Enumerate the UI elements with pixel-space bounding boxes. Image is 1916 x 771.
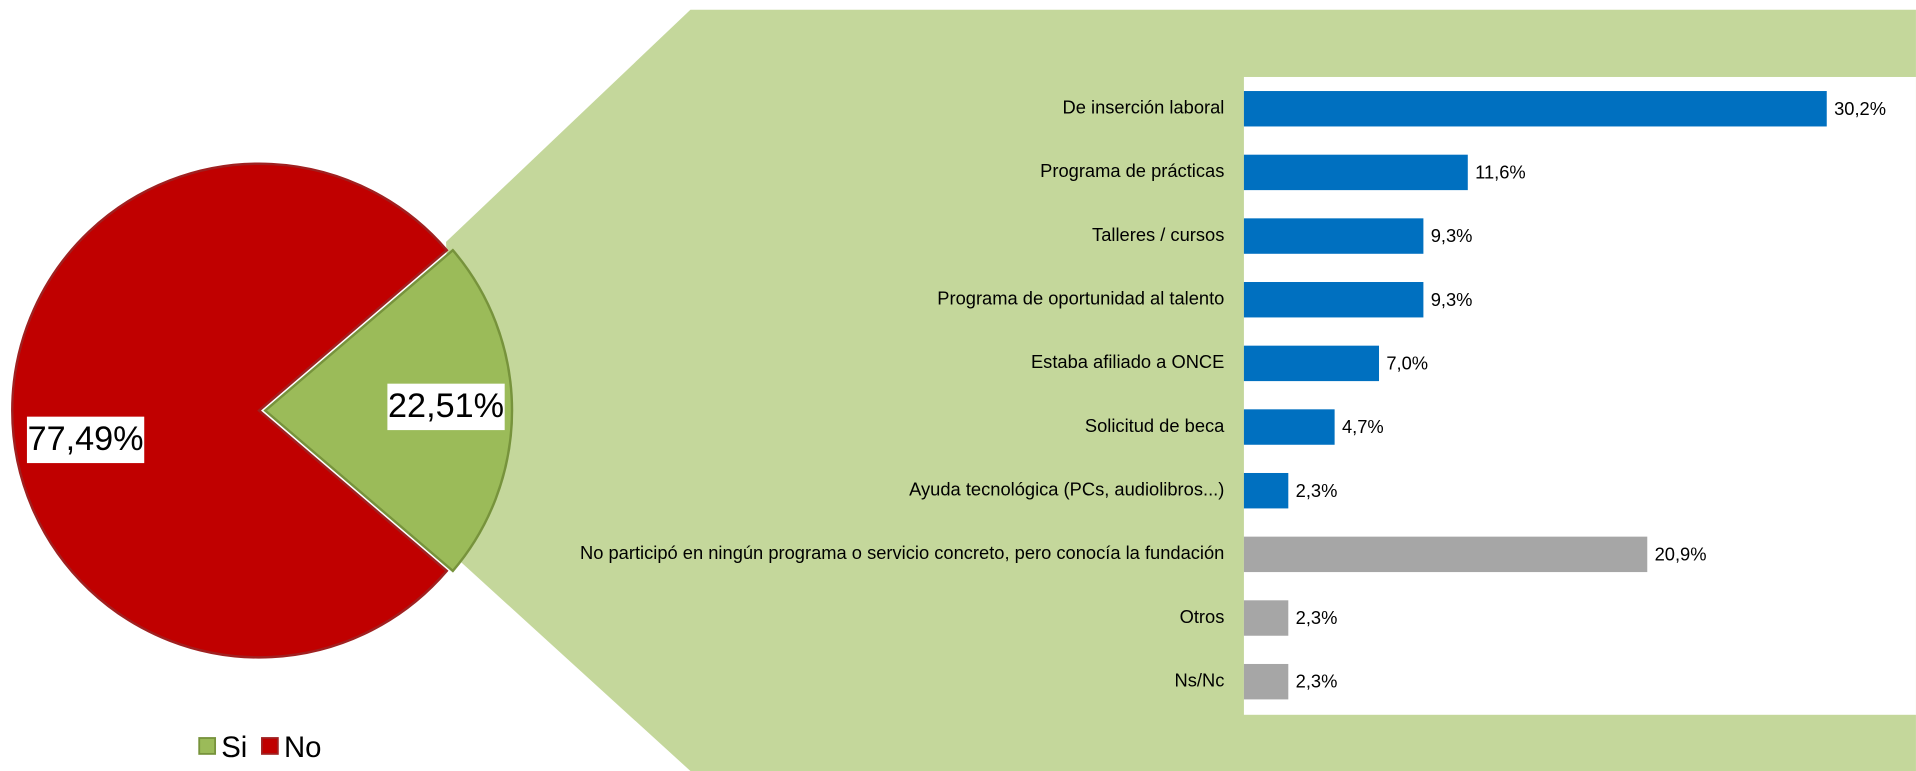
- bar: [1243, 91, 1827, 127]
- bar: [1243, 154, 1468, 191]
- category-label: Ns/Nc: [1175, 670, 1225, 691]
- data-label-box: [26, 416, 145, 464]
- category-label: Programa de oportunidad al talento: [937, 288, 1224, 309]
- bar: [1243, 282, 1424, 318]
- category-label: Programa de prácticas: [1040, 160, 1224, 181]
- data-label: 22,51%: [388, 387, 504, 425]
- data-label: 2,3%: [1296, 480, 1338, 501]
- category-label: Ayuda tecnológica (PCs, audiolibros...): [909, 479, 1224, 500]
- bar: [1243, 663, 1289, 700]
- data-label: 2,3%: [1296, 671, 1338, 692]
- data-label: 7,0%: [1386, 352, 1428, 373]
- legend-label: Si: [221, 731, 247, 764]
- bar: [1243, 218, 1424, 254]
- category-label: Estaba afiliado a ONCE: [1031, 351, 1224, 372]
- data-label: 11,6%: [1475, 161, 1526, 182]
- data-label: 77,49%: [28, 420, 144, 458]
- data-label: 30,2%: [1834, 98, 1886, 119]
- bar: [1243, 536, 1648, 573]
- category-label: De inserción laboral: [1063, 97, 1225, 118]
- pie-slice: [11, 162, 449, 659]
- bar: [1243, 345, 1380, 382]
- bar: [1243, 472, 1289, 509]
- data-label: 4,7%: [1342, 416, 1384, 437]
- data-label: 20,9%: [1655, 543, 1707, 564]
- category-label: Otros: [1180, 606, 1225, 627]
- data-label: 9,3%: [1431, 289, 1473, 310]
- data-label: 2,3%: [1296, 607, 1338, 628]
- category-label: Solicitud de beca: [1085, 415, 1225, 436]
- legend-label: No: [284, 731, 321, 764]
- bar: [1243, 409, 1335, 445]
- legend-swatch: [261, 737, 279, 755]
- category-label: No participó en ningún programa o servic…: [580, 542, 1224, 563]
- data-label-box: [387, 383, 505, 431]
- legend-swatch: [198, 737, 217, 755]
- data-label: 9,3%: [1431, 225, 1473, 246]
- category-label: Talleres / cursos: [1092, 224, 1224, 245]
- bar: [1243, 600, 1289, 636]
